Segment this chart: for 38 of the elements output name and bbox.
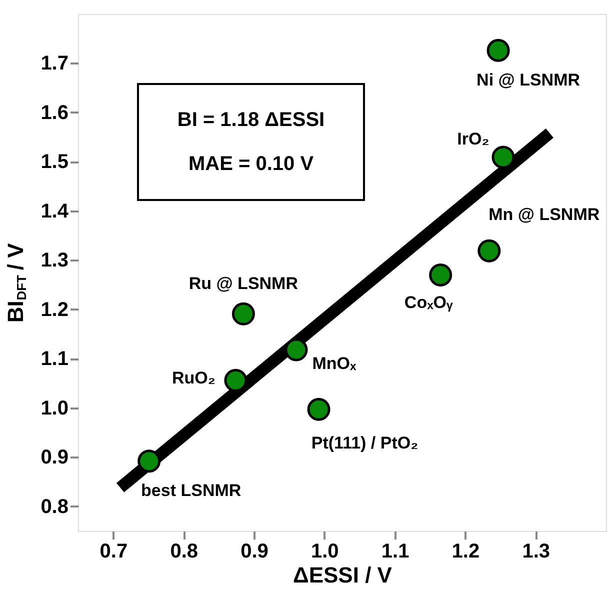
y-tick-label: 1.3 <box>40 250 68 272</box>
annotation: CoₓOᵧ <box>404 292 454 312</box>
point <box>232 302 255 326</box>
annotation: MAE = 0.10 V <box>188 153 314 175</box>
x-tick-label: 0.7 <box>100 540 128 562</box>
annotation: RuO₂ <box>172 368 216 388</box>
point <box>307 398 330 421</box>
x-tick-label: 1.1 <box>381 540 410 562</box>
y-tick-label: 1.5 <box>40 151 68 174</box>
y-tick-label: 0.8 <box>40 496 68 518</box>
x-tick-label: 1.2 <box>452 540 480 562</box>
y-tick-label: 1.4 <box>40 200 70 222</box>
annotation: best LSNMR <box>141 481 242 500</box>
x-tick-label: 1.0 <box>310 540 339 562</box>
x-tick-label: 1.3 <box>522 540 550 562</box>
y-axis-title: BIDFT / V <box>3 242 29 323</box>
annotation: Pt(111) / PtO₂ <box>311 433 418 452</box>
y-tick-label: 1.6 <box>40 102 68 124</box>
y-tick-label: 1.2 <box>40 298 68 321</box>
point <box>486 38 510 62</box>
x-axis-title: ΔESSI / V <box>293 562 392 588</box>
point <box>492 146 515 169</box>
annotation: IrO₂ <box>457 129 490 148</box>
annotation: Mn @ LSNMR <box>488 204 600 224</box>
annotation: BI = 1.18 ΔESSI <box>177 109 325 131</box>
y-tick-label: 1.0 <box>40 397 68 420</box>
y-tick-label: 1.7 <box>40 52 68 75</box>
point <box>224 368 248 392</box>
point <box>478 239 501 262</box>
y-tick-label: 0.9 <box>40 446 68 469</box>
annotation: Ru @ LSNMR <box>188 274 298 293</box>
x-tick-label: 0.9 <box>240 540 268 562</box>
annotation: Ni @ LSNMR <box>476 70 580 90</box>
y-tick-label: 1.1 <box>40 348 68 370</box>
point <box>429 263 452 286</box>
annotation: MnOₓ <box>312 354 358 373</box>
point <box>138 450 161 473</box>
x-tick-label: 0.8 <box>170 540 198 562</box>
